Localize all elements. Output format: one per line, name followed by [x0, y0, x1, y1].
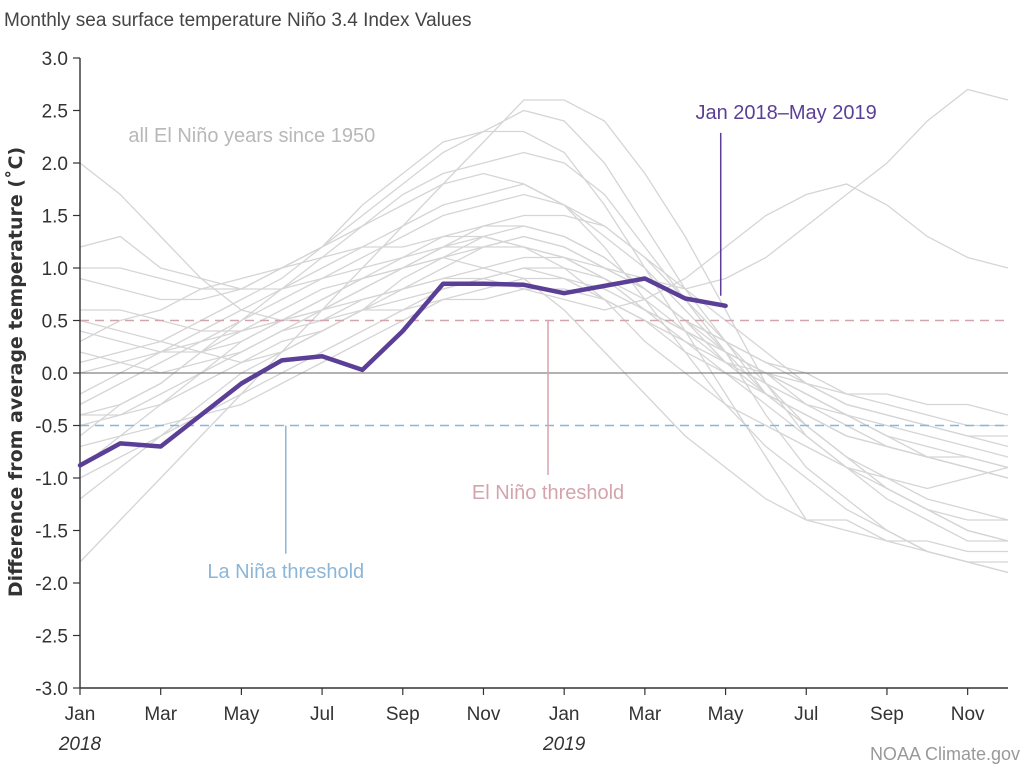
y-tick-label: -0.5: [35, 417, 68, 438]
background-series-group: [79, 88, 1009, 574]
chart-title: Monthly sea surface temperature Niño 3.4…: [4, 10, 472, 31]
y-axis-label: Difference from average temperature (˚C): [4, 147, 27, 597]
background-series-line-21: [79, 193, 1009, 542]
y-tick-label: -2.5: [35, 627, 68, 648]
y-tick-label: 0.0: [42, 364, 68, 385]
x-tick-label: Mar: [629, 704, 662, 725]
background-series-line-16: [79, 267, 1009, 469]
y-tick-label: 3.0: [42, 49, 68, 70]
highlight-series-group: [77, 276, 728, 468]
x-tick-label: Jan: [549, 704, 580, 725]
y-tick-label: 2.0: [42, 154, 68, 175]
x-tick-label: May: [223, 704, 259, 725]
y-tick-label: -2.0: [35, 574, 68, 595]
background-series-line-2: [79, 99, 1008, 563]
y-tick-label: 1.0: [42, 259, 68, 280]
background-series-line-20: [79, 277, 1009, 479]
background-series-line-19: [80, 246, 1009, 542]
year-label: 2019: [542, 734, 586, 755]
x-tick-label: Sep: [386, 704, 420, 725]
annotation-group: Jan 2018–May 2019 El Niño threshold La Niñ…: [128, 102, 876, 583]
x-tick-label: Jan: [65, 704, 96, 725]
x-tick-label: Jul: [310, 704, 334, 725]
background-series-line-12: [79, 172, 1009, 521]
x-tick-label: Jul: [794, 704, 818, 725]
la-nina-threshold-label: La Niña threshold: [207, 561, 364, 583]
y-tick-label: 1.5: [42, 207, 68, 228]
y-tick-label: -1.0: [35, 469, 68, 490]
highlight-series-label: Jan 2018–May 2019: [695, 102, 876, 124]
y-tick-label: -1.5: [35, 522, 68, 543]
background-series-line-13: [80, 267, 1009, 458]
y-tick-label: 2.5: [42, 102, 68, 123]
x-tick-label: Mar: [144, 704, 177, 725]
background-series-line-22: [79, 214, 1008, 437]
credit-text: NOAA Climate.gov: [870, 744, 1020, 764]
el-nino-threshold-label: El Niño threshold: [472, 482, 624, 504]
x-tick-label: May: [708, 704, 744, 725]
axes-group: 3.0 2.5 2.0 1.5 1.0 0.5 0.0 -0.5 -1.0 -1.5 -2.0 -2.…: [35, 49, 1008, 755]
threshold-group: [80, 319, 1008, 427]
background-series-line-14: [79, 130, 1008, 563]
x-tick-label: Sep: [870, 704, 904, 725]
background-series-line-8: [79, 88, 1009, 374]
y-tick-label: -3.0: [35, 679, 68, 700]
background-series-line-9: [79, 183, 1009, 437]
y-tick-label: 0.5: [42, 312, 68, 333]
x-tick-label: Nov: [467, 704, 501, 725]
background-series-line-1: [79, 151, 1009, 574]
x-tick-label: Nov: [951, 704, 985, 725]
year-label: 2018: [58, 734, 102, 755]
background-series-label: all El Niño years since 1950: [128, 125, 375, 147]
